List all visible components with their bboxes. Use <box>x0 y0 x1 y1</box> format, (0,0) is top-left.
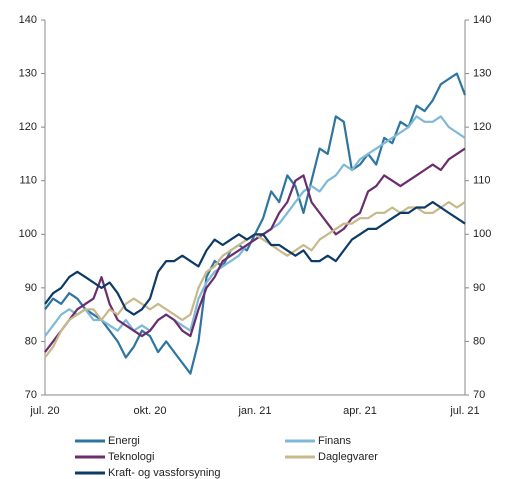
series-line <box>44 201 466 359</box>
y-tick-label: 70 <box>25 389 37 401</box>
series-line <box>44 115 466 337</box>
series-line <box>44 201 466 316</box>
y2-tick-label: 130 <box>473 67 491 79</box>
y2-tick-label: 120 <box>473 121 491 133</box>
y-tick-label: 130 <box>19 67 37 79</box>
y-tick-label: 140 <box>19 14 37 26</box>
y2-tick-label: 70 <box>473 389 485 401</box>
x-tick-label: jul. 21 <box>449 405 479 417</box>
legend-label: Teknologi <box>108 451 154 463</box>
y-tick-label: 80 <box>25 335 37 347</box>
x-tick-label: jan. 21 <box>237 405 271 417</box>
y2-tick-label: 90 <box>473 282 485 294</box>
x-tick-label: apr. 21 <box>343 405 377 417</box>
y-tick-label: 90 <box>25 282 37 294</box>
x-tick-label: jul. 20 <box>29 405 59 417</box>
y-tick-label: 110 <box>19 175 37 187</box>
y2-tick-label: 110 <box>473 175 491 187</box>
legend-label: Energi <box>108 435 140 447</box>
series-line <box>44 72 467 375</box>
x-tick-label: okt. 20 <box>133 405 166 417</box>
legend-label: Daglegvarer <box>318 451 378 463</box>
legend-label: Finans <box>318 435 352 447</box>
y-tick-label: 100 <box>19 228 37 240</box>
y-tick-label: 120 <box>19 121 37 133</box>
series-line <box>44 147 466 353</box>
y2-tick-label: 140 <box>473 14 491 26</box>
y2-tick-label: 80 <box>473 335 485 347</box>
y2-tick-label: 100 <box>473 228 491 240</box>
legend-label: Kraft- og vassforsyning <box>108 467 221 479</box>
